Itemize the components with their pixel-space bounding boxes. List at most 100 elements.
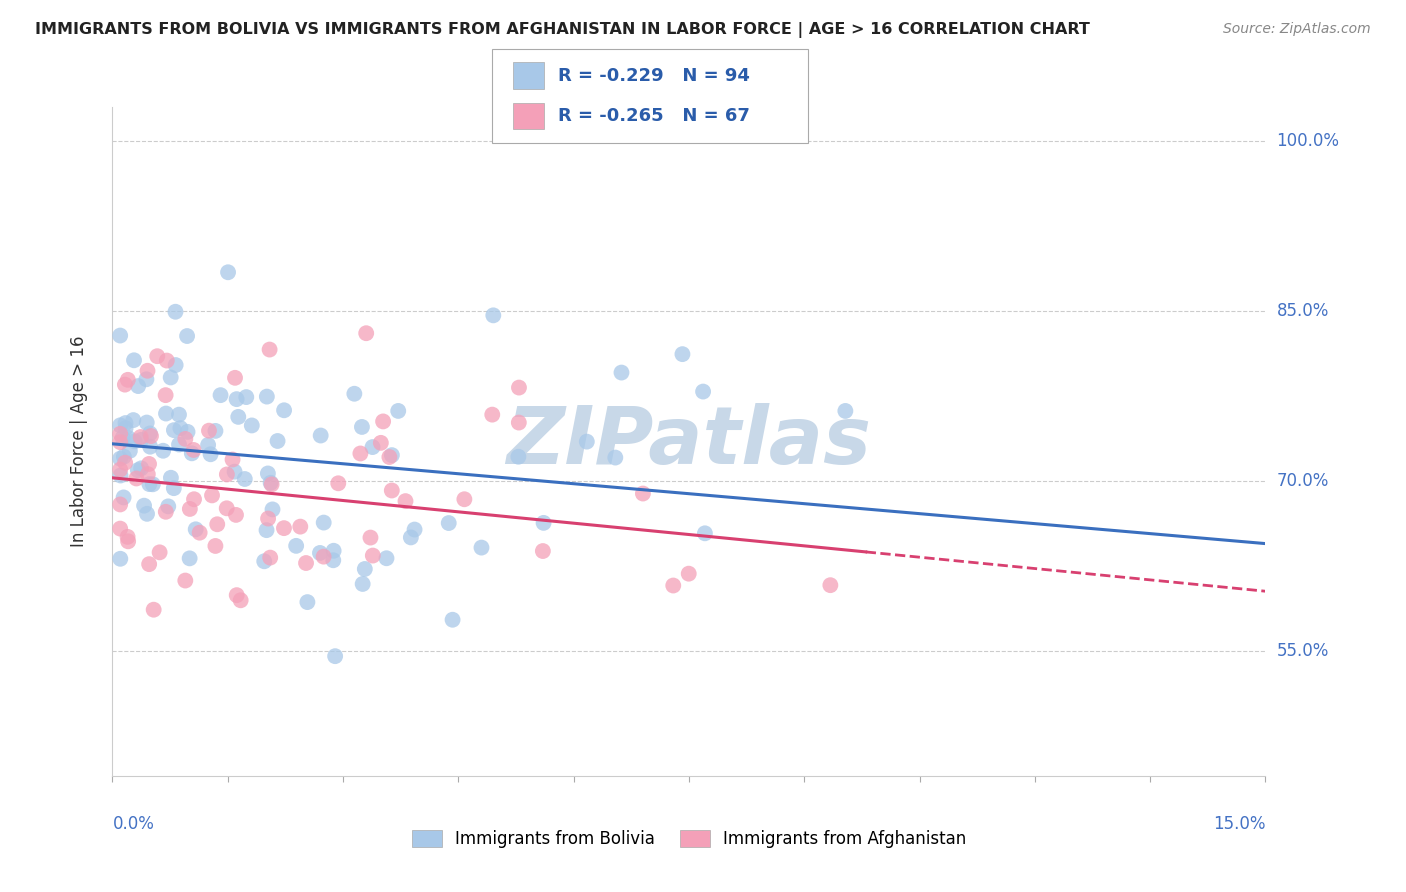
Point [136,507,159,521]
Point [481,408,503,422]
Point [678,566,700,581]
Point [671,347,693,361]
Point [118,443,141,458]
Point [322,543,344,558]
Text: IMMIGRANTS FROM BOLIVIA VS IMMIGRANTS FROM AFGHANISTAN IN LABOR FORCE | AGE > 16: IMMIGRANTS FROM BOLIVIA VS IMMIGRANTS FR… [35,22,1090,38]
Point [114,456,136,470]
Point [169,421,191,435]
Point [125,471,148,485]
Point [184,522,207,536]
Point [221,452,243,467]
Point [156,353,179,368]
Point [176,329,198,343]
Point [108,451,131,466]
Point [381,448,404,462]
Point [399,530,422,544]
Point [108,498,131,512]
Y-axis label: In Labor Force | Age > 16: In Labor Force | Age > 16 [70,335,89,548]
Point [285,539,308,553]
Point [350,420,373,434]
Point [152,443,174,458]
Point [508,450,530,464]
Point [328,476,350,491]
Text: 15.0%: 15.0% [1213,815,1265,833]
Point [371,414,394,428]
Point [112,491,135,505]
Point [122,413,145,427]
Point [361,549,384,563]
Point [204,424,226,438]
Point [259,550,281,565]
Point [295,556,318,570]
Point [111,431,134,445]
Point [135,372,157,386]
Point [127,379,149,393]
Point [132,499,155,513]
Text: 0.0%: 0.0% [112,815,155,833]
Point [215,501,238,516]
Point [201,488,224,502]
Point [136,364,159,378]
Point [117,530,139,544]
Point [198,424,221,438]
Point [394,494,416,508]
Point [138,477,160,491]
Point [188,525,211,540]
Point [381,483,404,498]
Point [229,593,252,607]
Point [142,477,165,491]
Point [257,467,280,481]
Point [108,328,131,343]
Point [139,429,162,443]
Point [215,467,238,482]
Point [183,492,205,507]
Point [226,409,249,424]
Point [508,416,530,430]
Point [138,457,160,471]
Point [112,450,135,464]
Point [176,425,198,439]
Point [266,434,288,448]
Point [160,471,183,485]
Point [256,390,278,404]
Point [692,384,714,399]
Point [122,353,145,368]
Point [204,539,226,553]
Point [200,447,222,461]
Point [149,545,172,559]
Point [217,265,239,279]
Point [437,516,460,530]
Point [312,516,335,530]
Point [309,428,332,442]
Point [273,403,295,417]
Point [323,649,346,664]
Point [349,446,371,460]
Point [167,437,190,451]
Point [129,461,152,475]
Text: R = -0.229   N = 94: R = -0.229 N = 94 [558,67,749,85]
Point [174,432,197,446]
Text: R = -0.265   N = 67: R = -0.265 N = 67 [558,107,749,125]
Point [361,440,384,454]
Point [531,544,554,558]
Point [575,434,598,449]
Point [533,516,555,530]
Point [273,521,295,535]
Point [834,404,856,418]
Legend: Immigrants from Bolivia, Immigrants from Afghanistan: Immigrants from Bolivia, Immigrants from… [405,823,973,855]
Point [260,477,283,491]
Point [309,546,332,560]
Point [197,438,219,452]
Point [257,511,280,525]
Point [375,551,398,566]
Point [139,426,162,441]
Point [470,541,492,555]
Point [322,553,344,567]
Text: 70.0%: 70.0% [1277,472,1329,491]
Point [138,557,160,571]
Text: 55.0%: 55.0% [1277,642,1329,660]
Point [180,446,202,460]
Point [352,577,374,591]
Point [117,431,139,445]
Point [370,435,392,450]
